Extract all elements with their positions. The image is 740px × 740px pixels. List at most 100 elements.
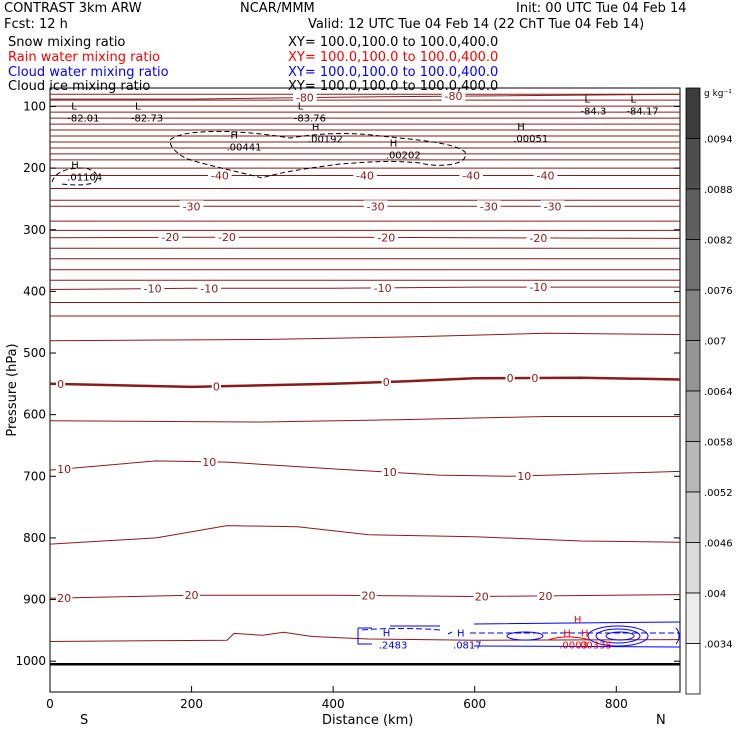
contour-label: 20	[362, 590, 376, 603]
y-tick-label: 600	[23, 408, 46, 422]
forecast-hour: Fcst: 12 h	[4, 17, 68, 32]
extrema-labels: L-82.01L-82.73L-83.76L-84.3L-84.17H.0044…	[67, 94, 658, 651]
extremum-marker: L	[71, 102, 77, 113]
contour-label: -20	[218, 231, 236, 244]
contour-label-bg	[505, 372, 515, 385]
contour-label-bg	[530, 371, 540, 384]
contour-label-bg	[208, 169, 232, 182]
rain-contour	[547, 636, 591, 641]
endpoint-left: S	[80, 713, 89, 728]
colorbar-swatch	[685, 188, 701, 240]
contour-label: -20	[377, 231, 395, 244]
contour-label-bg	[374, 231, 399, 244]
contour-label: -40	[462, 170, 480, 183]
field-cloud-water-label: Cloud water mixing ratio	[8, 65, 169, 80]
isotherm-line	[49, 525, 681, 545]
extremum-value: .2483	[379, 641, 408, 652]
extremum-value: -84.17	[626, 106, 658, 117]
extremum-marker: H	[312, 123, 320, 134]
endpoint-right: N	[656, 713, 666, 728]
contour-label: -20	[161, 231, 179, 244]
isotherm--80	[50, 93, 681, 100]
colorbar-label: .0058	[704, 438, 733, 449]
contour-label-bg	[370, 281, 395, 294]
colorbar-swatch	[685, 340, 701, 392]
valid-time: Valid: 12 UTC Tue 04 Feb 14 (22 ChT Tue …	[308, 17, 645, 32]
contour-label-bg	[381, 375, 391, 388]
colorbar-swatch	[685, 441, 701, 493]
field-rain-xy: XY= 100.0,100.0 to 100.0,400.0	[288, 50, 499, 65]
x-tick-label: 800	[605, 697, 628, 711]
extremum-value: .0003	[559, 641, 588, 652]
contour-label: 0	[383, 376, 390, 389]
contour-label-bg	[183, 589, 200, 602]
extremum-value: -82.01	[67, 114, 99, 125]
y-tick-label: 800	[23, 531, 46, 545]
colorbar-label: .004	[704, 589, 726, 600]
contour-label: -10	[144, 283, 162, 296]
x-tick-label: 600	[463, 697, 486, 711]
extremum-value: .00441	[227, 143, 262, 154]
contour-label: 0	[531, 372, 538, 385]
boundary-layer-isotherm	[49, 631, 681, 642]
contour-label-bg	[533, 169, 558, 182]
contour-label-bg	[215, 231, 239, 244]
contour-label: 10	[517, 470, 531, 483]
snow-contour	[51, 167, 98, 186]
contour-label: 20	[475, 590, 489, 603]
extremum-marker: H	[231, 131, 239, 142]
colorbar-label: .0082	[704, 236, 733, 247]
contour-label-bg	[540, 200, 565, 213]
isotherm-line	[49, 416, 680, 423]
y-tick-label: 1000	[15, 654, 46, 668]
y-tick-label: 400	[23, 284, 46, 298]
cloud-water-contour	[361, 628, 680, 634]
extremum-marker: H	[581, 629, 589, 640]
contour-label-bg	[473, 590, 490, 603]
contour-label-bg	[293, 91, 317, 104]
extremum-value: .01104	[67, 172, 102, 183]
contour-label: 10	[57, 463, 71, 476]
field-cloud-ice-label: Cloud ice mixing ratio	[8, 79, 151, 94]
contour-label-bg	[381, 466, 398, 479]
colorbar-label: .0046	[704, 539, 733, 550]
y-tick-label: 700	[23, 469, 46, 483]
contour-label-bg	[516, 469, 533, 482]
extremum-marker: L	[630, 94, 636, 105]
y-axis-label: Pressure (hPa)	[5, 343, 20, 437]
model-title: CONTRAST 3km ARW	[4, 1, 142, 16]
colorbar-label: .0076	[704, 286, 733, 297]
colorbar-swatch	[685, 491, 701, 543]
contour-label-bg	[179, 200, 204, 213]
contour-label: -30	[480, 200, 498, 213]
colorbar-label: .0034	[704, 640, 733, 651]
extremum-value: -82.73	[131, 114, 163, 125]
snow-contour	[169, 130, 466, 179]
contour-label: -40	[537, 170, 555, 183]
colorbar-label: .0052	[704, 488, 733, 499]
colorbar-swatch	[685, 542, 701, 594]
y-tick-label: 300	[23, 223, 46, 237]
contour-label: 20	[185, 589, 199, 602]
contour-label: -10	[200, 282, 218, 295]
x-tick-label: 400	[322, 697, 345, 711]
contour-label-bg	[353, 169, 377, 182]
cloud-water-contour	[357, 621, 681, 648]
contour-label-bg	[55, 592, 73, 605]
contour-label-bg	[526, 231, 551, 244]
field-cloud-water-xy: XY= 100.0,100.0 to 100.0,400.0	[288, 65, 499, 80]
contour-label: 10	[383, 466, 397, 479]
colorbar-label: .007	[704, 337, 726, 348]
y-tick-label: 500	[23, 346, 46, 360]
contour-label: 20	[539, 590, 553, 603]
contour-label: -80	[444, 90, 462, 103]
extremum-value: .0817	[453, 641, 482, 652]
temperature-contours: -80 -80 -40 -40 -40 -40 -30 -30 -30 -30 -20 -20 -20 -…	[49, 90, 681, 642]
colorbar-swatch	[685, 289, 701, 341]
contour-label-bg	[201, 455, 218, 468]
contour-label-bg	[363, 200, 388, 213]
contour-label-bg	[477, 200, 501, 213]
x-axis-label: Distance (km)	[322, 713, 414, 728]
field-cloud-ice-xy: XY= 100.0,100.0 to 100.0,400.0	[288, 79, 499, 94]
